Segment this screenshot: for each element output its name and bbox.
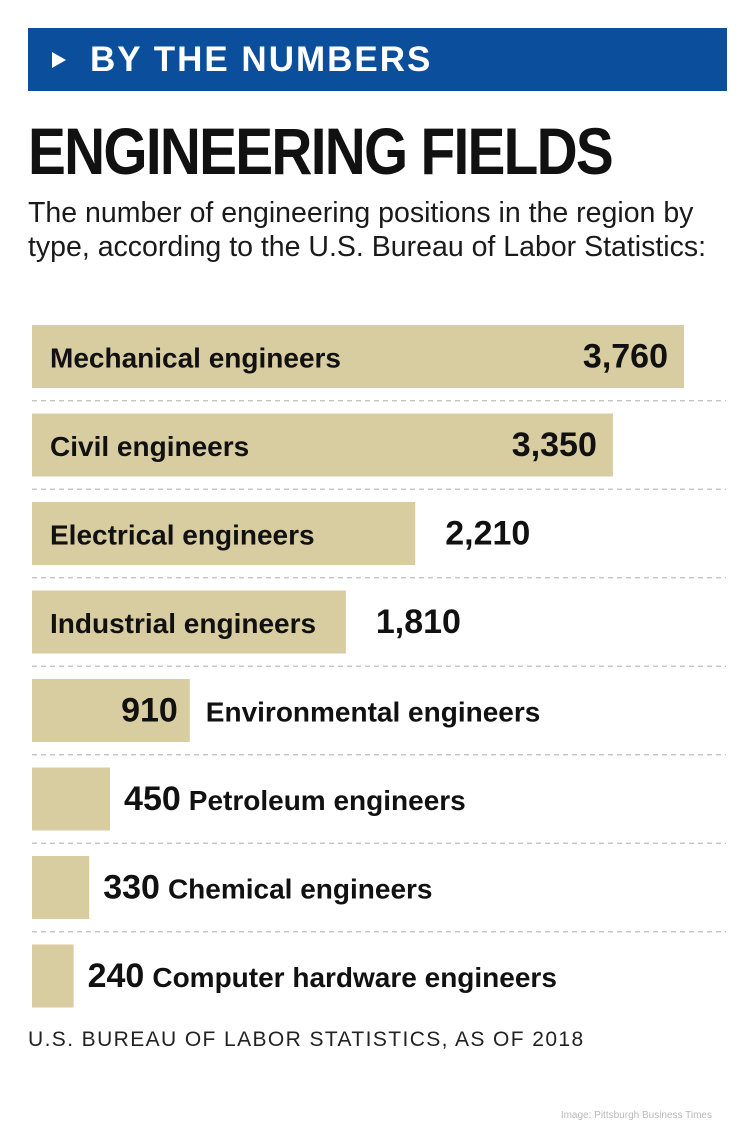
banner: BY THE NUMBERS	[28, 28, 727, 91]
bar-value: 3,760	[583, 338, 668, 376]
bar-4	[32, 590, 346, 654]
bar-label: Electrical engineers	[50, 520, 315, 551]
bar-label: Chemical engineers	[168, 874, 433, 905]
play-triangle-icon	[52, 51, 66, 68]
bar-value: 240	[88, 957, 145, 995]
bar-value: 910	[121, 692, 178, 730]
bar-label: Industrial engineers	[50, 608, 316, 639]
bar-value: 1,810	[376, 603, 461, 641]
bar-label: Environmental engineers	[206, 697, 541, 728]
bar-chart: Mechanical engineers 3,760 Civil engineers…	[32, 325, 726, 1008]
chart-subtitle: The number of engineering positions in t…	[28, 197, 707, 263]
bar-5	[32, 679, 190, 742]
bar-7	[32, 856, 90, 919]
bar-label: Mechanical engineers	[50, 343, 341, 374]
bar-value: 3,350	[512, 426, 597, 464]
bar-3	[32, 502, 416, 565]
bar-value: 330	[103, 869, 160, 907]
banner-label: BY THE NUMBERS	[90, 39, 433, 79]
bar-label: Computer hardware engineers	[152, 962, 557, 993]
bar-label: Civil engineers	[50, 431, 249, 462]
source-note: U.S. BUREAU OF LABOR STATISTICS, AS OF 2…	[28, 1028, 585, 1051]
bar-value: 450	[124, 780, 181, 818]
image-credit: Image: Pittsburgh Business Times	[560, 1110, 712, 1121]
chart-title: ENGINEERING FIELDS	[28, 114, 614, 188]
bar-label: Petroleum engineers	[189, 785, 466, 816]
bar-value: 2,210	[445, 515, 530, 553]
bar-8	[32, 944, 74, 1008]
bar-2	[32, 413, 613, 477]
bar-1	[32, 325, 684, 388]
bar-6	[32, 767, 111, 831]
